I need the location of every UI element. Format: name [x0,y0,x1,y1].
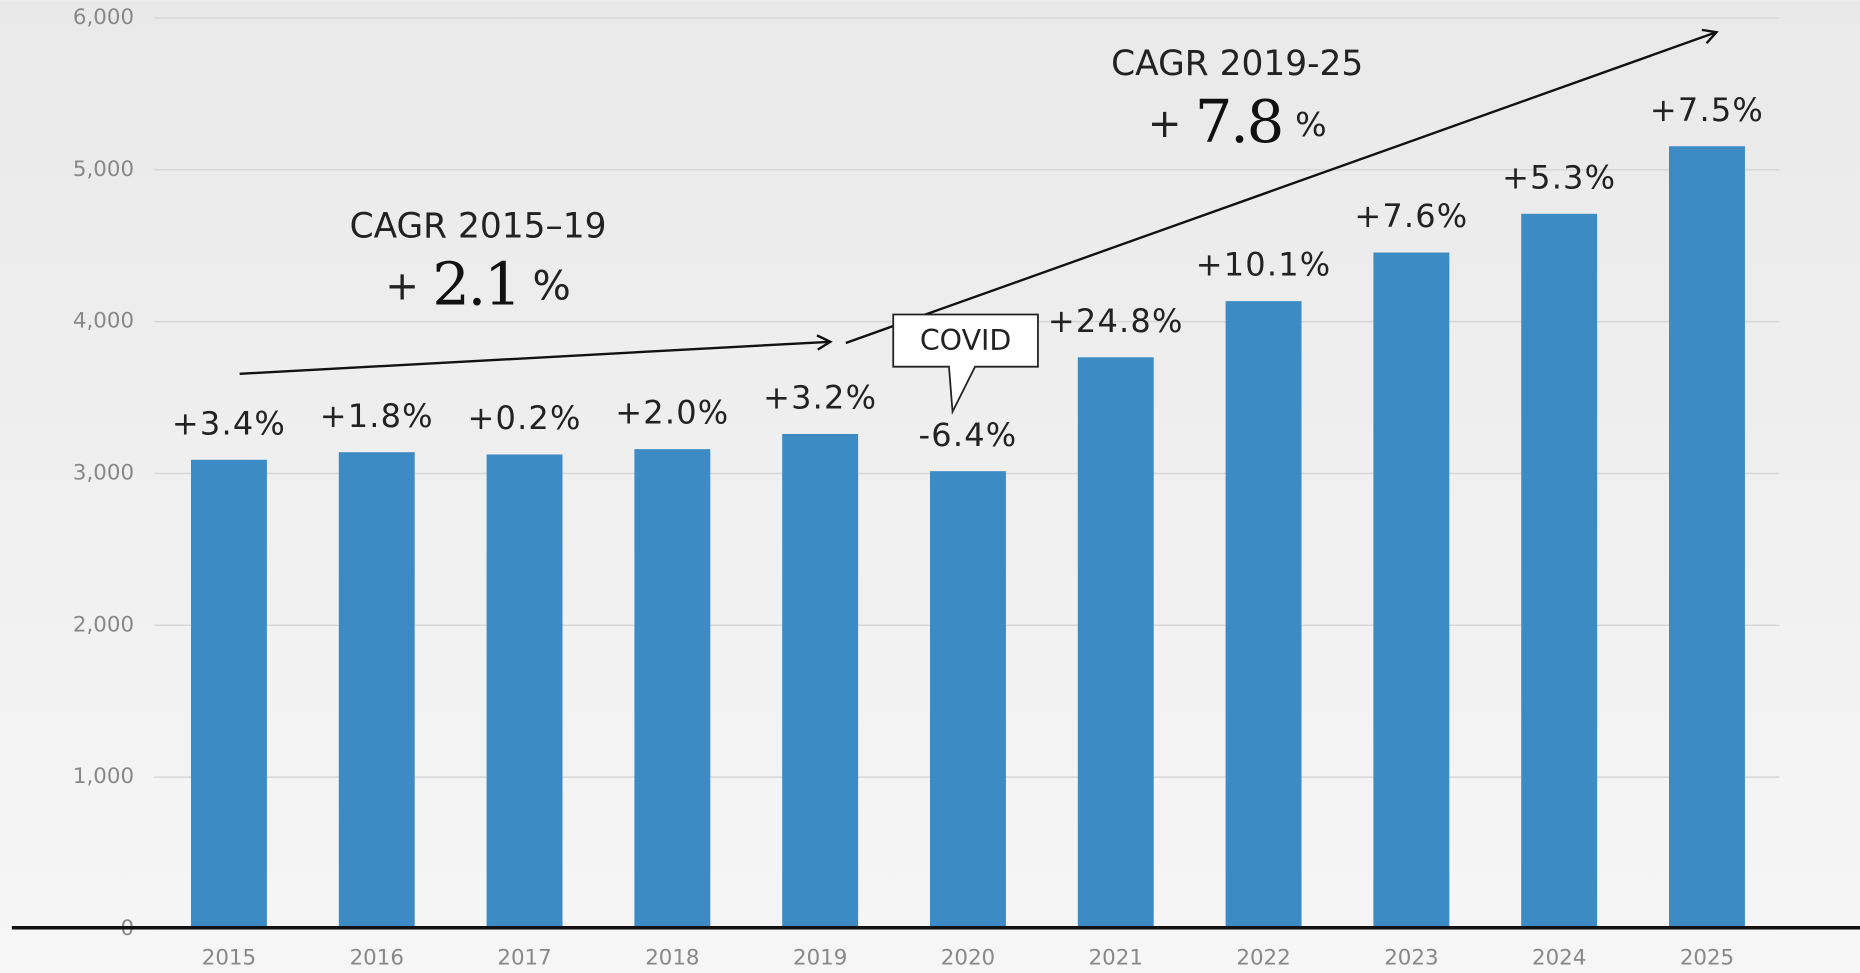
x-tick-label: 2018 [645,946,699,971]
y-tick-label: 2,000 [73,612,134,637]
growth-label: +5.3% [1502,158,1616,196]
x-tick-label: 2020 [941,946,995,971]
bar [190,459,267,929]
growth-label: +24.8% [1048,302,1184,340]
bar [782,433,859,929]
growth-label: +10.1% [1196,246,1332,284]
cagr-sign: + [1148,100,1182,147]
bar [634,449,711,929]
cagr-value: + 2.1 % [385,249,571,318]
bars: 2015 +3.4% 2016 +1.8% 2017 +0.2% 2018 +2.0% 2019… [172,91,1764,971]
bar [486,454,563,929]
bar [1373,252,1450,929]
y-tick-label: 4,000 [73,309,134,334]
cagr-number: 7.8 [1195,86,1282,155]
bar [338,452,415,929]
x-tick-label: 2015 [202,946,256,971]
x-tick-label: 2023 [1384,946,1438,971]
growth-label: +7.5% [1650,91,1764,129]
bar [1225,301,1302,929]
bar [1521,213,1598,929]
y-tick-label: 3,000 [73,460,134,485]
x-tick-label: 2022 [1236,946,1290,971]
y-tick-label: 1,000 [73,764,134,789]
cagr-title: CAGR 2019-25 [1111,44,1363,84]
cagr-sign: + [385,262,419,309]
cagr-number: 2.1 [432,249,519,318]
bar [1669,146,1745,929]
growth-label: +3.2% [763,379,877,417]
x-tick-label: 2024 [1532,946,1586,971]
x-tick-label: 2025 [1680,946,1734,971]
growth-label: -6.4% [919,416,1018,454]
bar [1077,357,1154,929]
growth-label: +3.4% [172,404,286,442]
arrow [239,342,831,375]
y-tick-label: 5,000 [73,157,134,182]
x-tick-label: 2017 [497,946,551,971]
arrow [845,32,1717,345]
growth-label: +7.6% [1354,197,1468,235]
cagr-unit: % [533,262,571,309]
x-tick-label: 2019 [793,946,847,971]
x-tick-label: 2021 [1089,946,1143,971]
cagr-unit: % [1295,104,1327,143]
growth-label: +2.0% [615,394,729,432]
callout [892,313,1039,416]
x-tick-label: 2016 [350,946,404,971]
cagr-title: CAGR 2015–19 [350,206,607,246]
growth-label: +0.2% [468,399,582,437]
y-tick-label: 6,000 [73,5,134,30]
bar [930,471,1006,929]
growth-label: +1.8% [320,397,434,435]
cagr-value: + 7.8 % [1148,86,1327,155]
callout-text: COVID [920,324,1012,357]
